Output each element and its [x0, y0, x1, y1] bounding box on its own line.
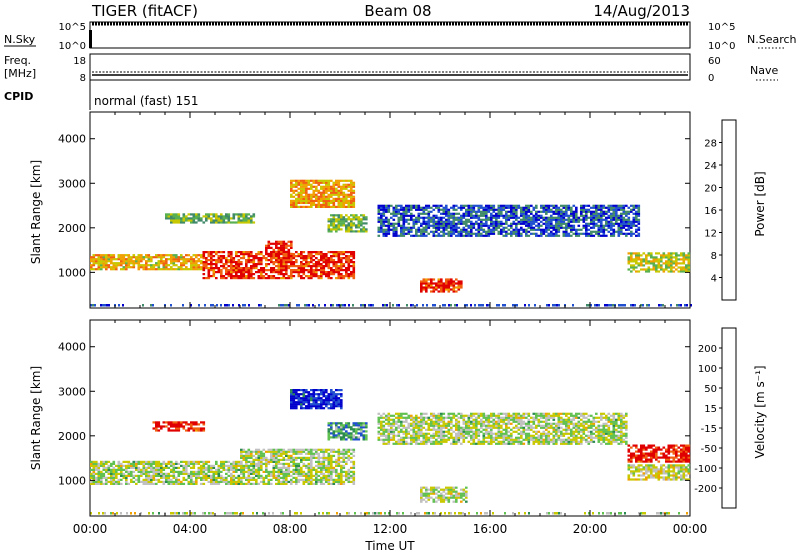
power-colorbar-tick: 12: [704, 229, 717, 240]
power-feature-0: [90, 254, 203, 271]
power-feature-7: [377, 204, 641, 237]
time-tick-label: 08:00: [273, 522, 308, 536]
nsearch-tick-high: 10^5: [708, 22, 735, 33]
date-label: 14/Aug/2013: [593, 2, 690, 20]
power-ground-scatter: [90, 304, 692, 307]
velocity-feature-0: [90, 460, 243, 485]
nsky-panel: N.Sky 10^5 10^0 10^5 10^0 N.Search: [4, 21, 797, 52]
velocity-y-axis: 1000 2000 3000 4000: [58, 341, 690, 487]
power-colorbar-tick: 8: [711, 251, 717, 262]
power-colorbar: 28 24 20 16 12 8 4: [704, 119, 737, 301]
cpid-panel: CPID normal (fast) 151: [4, 80, 198, 110]
time-tick-label: 00:00: [673, 522, 708, 536]
nave-tick-high: 60: [708, 56, 721, 67]
freq-units: [MHz]: [4, 67, 36, 80]
velocity-feature-1: [240, 448, 356, 485]
velocity-colorbar-tick: -100: [694, 464, 717, 475]
time-tick-label: 20:00: [573, 522, 608, 536]
power-x-ticks: [89, 112, 691, 308]
velocity-feature-6: [377, 412, 628, 445]
power-colorbar-tick: 16: [704, 206, 717, 217]
power-y-axis: 1000 2000 3000 4000: [58, 133, 690, 279]
velocity-ytick-label: 1000: [58, 474, 86, 487]
velocity-feature-5: [420, 486, 468, 503]
power-feature-1: [202, 251, 356, 280]
power-feature-3: [290, 179, 356, 208]
velocity-colorbar-tick: -15: [701, 424, 717, 435]
power-ytick-label: 2000: [58, 222, 86, 235]
velocity-feature-8: [627, 464, 691, 481]
power-panel: 1000 2000 3000 4000 Slant Range [km]: [29, 111, 692, 309]
power-ytick-label: 3000: [58, 177, 86, 190]
velocity-ylabel: Slant Range [km]: [29, 366, 43, 470]
velocity-ytick-label: 3000: [58, 385, 86, 398]
nsky-tick-low: 10^0: [59, 41, 86, 52]
cpid-mode: normal (fast) 151: [94, 94, 198, 108]
velocity-feature-3: [152, 421, 206, 432]
velocity-colorbar-label: Velocity [m s⁻¹]: [753, 365, 767, 458]
velocity-x-ticks: [89, 320, 691, 516]
power-colorbar-tick: 24: [704, 161, 717, 172]
power-ylabel: Slant Range [km]: [29, 160, 43, 264]
velocity-ytick-label: 4000: [58, 341, 86, 354]
velocity-feature-2: [290, 389, 343, 410]
power-data-layer: [90, 179, 692, 307]
power-ytick-label: 1000: [58, 266, 86, 279]
time-tick-labels: 00:00 04:00 08:00 12:00 16:00 20:00 00:00: [73, 522, 708, 536]
nsky-label: N.Sky: [4, 33, 36, 46]
velocity-colorbar-tick: 15: [704, 404, 717, 415]
nsky-tick-high: 10^5: [59, 22, 86, 33]
power-colorbar-tick: 28: [704, 139, 717, 150]
freq-label: Freq.: [4, 54, 31, 67]
velocity-colorbar-tick: 100: [698, 364, 717, 375]
freq-panel: Freq. [MHz] 18 8 60 0 Nave: [4, 53, 778, 84]
power-feature-6: [420, 278, 463, 293]
time-tick-label: 16:00: [473, 522, 508, 536]
velocity-feature-4: [327, 422, 368, 441]
beam-label: Beam 08: [364, 2, 431, 20]
velocity-colorbar: 200 100 50 15 -15 -50 -100 -200: [694, 327, 737, 509]
power-feature-2: [265, 240, 293, 257]
nsearch-tick-low: 10^0: [708, 41, 735, 52]
power-ytick-label: 4000: [58, 133, 86, 146]
time-tick-label: 00:00: [73, 522, 108, 536]
cpid-label: CPID: [4, 90, 33, 103]
radar-title: TIGER (fitACF): [91, 2, 198, 20]
time-tick-label: 12:00: [373, 522, 408, 536]
time-axis-label: Time UT: [364, 539, 415, 553]
nave-tick-low: 0: [708, 73, 714, 84]
power-feature-5: [327, 214, 368, 233]
power-feature-8: [627, 252, 691, 273]
velocity-ytick-label: 2000: [58, 430, 86, 443]
freq-tick-low: 8: [80, 73, 86, 84]
velocity-ground-scatter: [90, 512, 688, 515]
velocity-colorbar-tick: 50: [704, 384, 717, 395]
velocity-colorbar-tick: -50: [701, 444, 717, 455]
velocity-feature-7: [627, 444, 691, 463]
velocity-data-layer: [90, 389, 691, 515]
power-feature-4: [165, 213, 256, 224]
power-colorbar-tick: 4: [711, 274, 717, 285]
freq-tick-high: 18: [73, 56, 86, 67]
velocity-colorbar-tick: 200: [698, 344, 717, 355]
power-colorbar-tick: 20: [704, 184, 717, 195]
nsearch-label: N.Search: [747, 33, 797, 46]
power-colorbar-label: Power [dB]: [753, 171, 767, 236]
velocity-colorbar-tick: -200: [694, 484, 717, 495]
nave-label: Nave: [750, 64, 778, 77]
time-tick-label: 04:00: [173, 522, 208, 536]
